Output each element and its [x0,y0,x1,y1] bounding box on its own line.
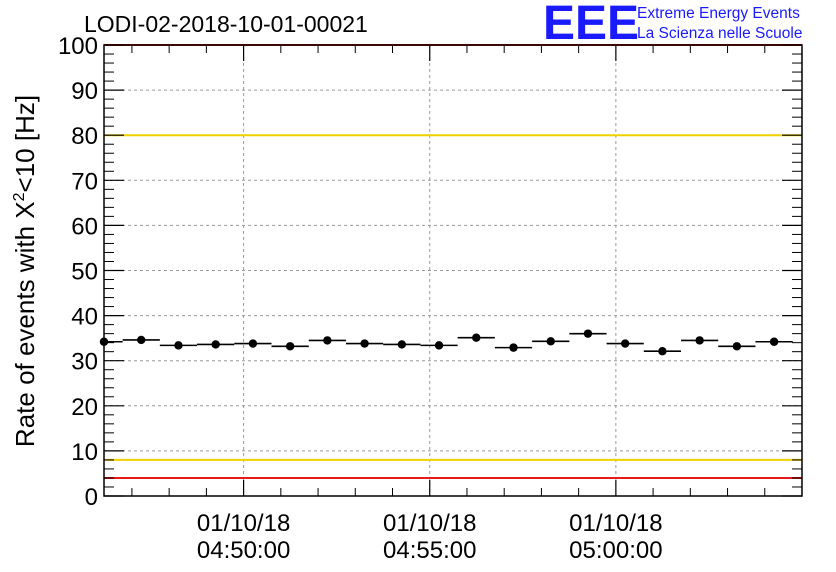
x-tick-label-date: 01/10/18 [383,510,476,537]
data-point [99,337,109,346]
data-point [323,336,332,345]
y-tick-label: 20 [71,394,98,421]
logo-line-2: La Scienza nelle Scuole [637,25,802,42]
grid-layer [104,45,802,496]
y-tick-label: 30 [71,349,98,376]
data-points [99,329,793,356]
data-point [285,342,295,351]
chart-title: LODI-02-2018-10-01-00021 [84,11,368,37]
tick-marks [104,44,803,497]
data-point [360,339,369,348]
data-point [695,336,704,345]
y-tick-label: 80 [71,123,98,150]
y-tick-labels: 0 10 20 30 40 50 60 70 80 90 100 [58,33,98,511]
data-point [546,337,555,346]
eee-logo: EEE Extreme Energy Events La Scienza nel… [543,0,802,50]
data-point [620,339,630,348]
data-point [769,337,779,346]
y-tick-label: 90 [71,78,98,105]
data-point [397,340,407,349]
data-point [732,342,742,351]
x-tick-label-time: 05:00:00 [569,537,662,564]
data-point [174,341,183,350]
x-tick-labels: 01/10/1804:50:0001/10/1804:55:0001/10/18… [197,510,663,564]
y-tick-label: 60 [71,213,98,240]
reference-lines [104,44,802,479]
data-point [583,329,593,338]
data-point [509,343,518,352]
logo-mark: EEE [543,0,639,50]
data-point [211,340,220,349]
y-tick-label: 40 [71,304,98,331]
x-tick-label-time: 04:50:00 [197,537,290,564]
data-point [248,339,258,348]
data-point [434,341,444,350]
y-tick-label: 70 [71,168,98,195]
y-axis-label: Rate of events with X2<10 [Hz] [10,95,40,447]
y-tick-label: 0 [85,484,98,511]
data-point [472,333,481,342]
logo-line-1: Extreme Energy Events [637,5,800,22]
x-tick-label-date: 01/10/18 [569,510,662,537]
y-tick-label: 100 [58,33,98,60]
data-point [658,347,667,356]
data-point [137,335,146,345]
x-tick-label-date: 01/10/18 [197,510,290,537]
y-tick-label: 10 [71,439,98,466]
y-tick-label: 50 [71,259,98,286]
x-tick-label-time: 04:55:00 [383,537,476,564]
